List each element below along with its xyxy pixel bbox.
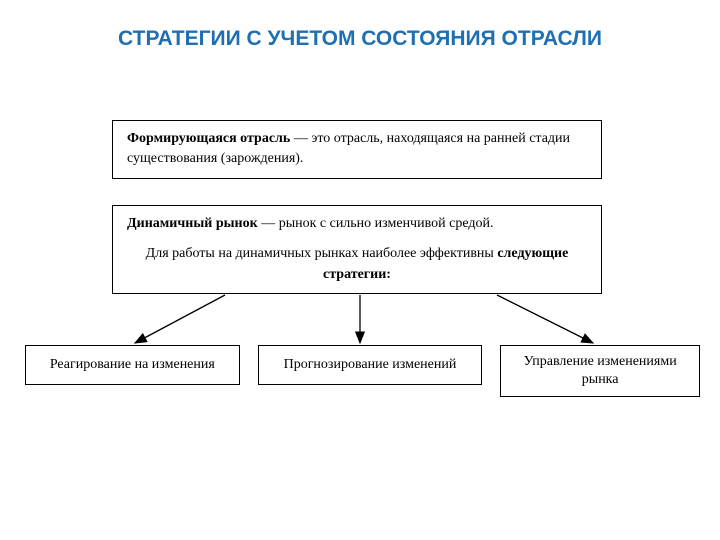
- box-mid-line2: Для работы на динамичных рынках наиболее…: [127, 244, 587, 285]
- box-dynamic-market: Динамичный рынок — рынок с сильно изменч…: [112, 205, 602, 294]
- leaf-managing: Управление изменениями рынка: [500, 345, 700, 397]
- diagram-title: СТРАТЕГИИ С УЧЕТОМ СОСТОЯНИЯ ОТРАСЛИ: [0, 25, 720, 52]
- leaf-row: Реагирование на изменения Прогнозировани…: [25, 345, 700, 397]
- box-forming-industry: Формирующаяся отрасль — это отрасль, нах…: [112, 120, 602, 179]
- box-mid-para2-lead: Для работы на динамичных рынках наиболее…: [146, 246, 498, 261]
- box-mid-bold: Динамичный рынок: [127, 216, 258, 231]
- box-top-bold: Формирующаяся отрасль: [127, 131, 290, 146]
- box-mid-rest: — рынок с сильно изменчивой средой.: [258, 216, 494, 231]
- box-mid-line1: Динамичный рынок — рынок с сильно изменч…: [127, 214, 587, 234]
- arrow-to-leaf1: [135, 295, 225, 343]
- arrow-to-leaf3: [497, 295, 593, 343]
- leaf-forecasting: Прогнозирование изменений: [258, 345, 483, 385]
- leaf-reacting: Реагирование на изменения: [25, 345, 240, 385]
